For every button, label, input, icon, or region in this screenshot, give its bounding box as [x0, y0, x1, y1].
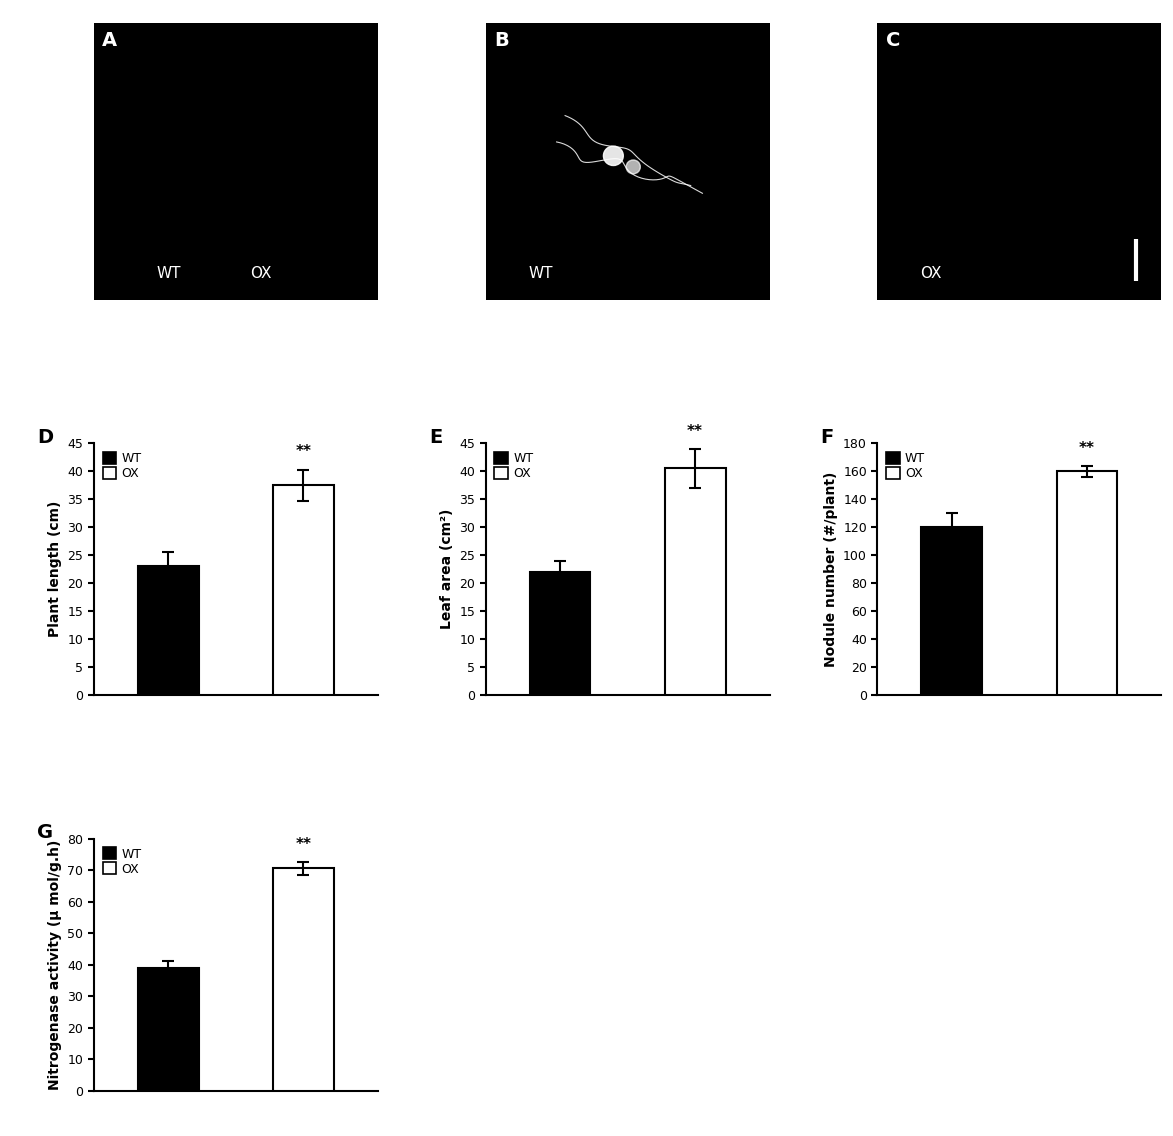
Text: E: E: [429, 428, 442, 448]
Text: **: **: [296, 837, 311, 852]
Text: WT: WT: [156, 266, 181, 281]
Bar: [1057, 471, 1118, 695]
Y-axis label: Leaf area (cm²): Leaf area (cm²): [440, 509, 454, 629]
Text: **: **: [1079, 441, 1094, 456]
Legend: WT, OX: WT, OX: [97, 446, 147, 485]
Bar: [273, 868, 334, 1091]
Text: D: D: [38, 428, 53, 448]
Bar: [137, 567, 198, 695]
Circle shape: [626, 160, 640, 174]
Text: C: C: [886, 31, 900, 50]
Text: B: B: [494, 31, 509, 50]
Y-axis label: Plant length (cm): Plant length (cm): [48, 501, 62, 637]
Text: OX: OX: [920, 266, 942, 281]
Text: WT: WT: [528, 266, 552, 281]
Legend: WT, OX: WT, OX: [489, 446, 538, 485]
Y-axis label: Nodule number (#/plant): Nodule number (#/plant): [823, 471, 838, 667]
Bar: [921, 527, 982, 695]
Text: G: G: [38, 824, 53, 843]
Legend: WT, OX: WT, OX: [881, 446, 930, 485]
Text: A: A: [102, 31, 117, 50]
Text: **: **: [296, 444, 311, 459]
Bar: [273, 485, 334, 695]
Y-axis label: Nitrogenase activity (μ mol/g.h): Nitrogenase activity (μ mol/g.h): [48, 840, 62, 1089]
Circle shape: [603, 147, 623, 166]
Bar: [665, 468, 726, 695]
Legend: WT, OX: WT, OX: [97, 842, 147, 880]
Text: OX: OX: [250, 266, 271, 281]
Text: **: **: [687, 424, 703, 438]
Bar: [137, 968, 198, 1091]
Bar: [529, 573, 590, 695]
Text: F: F: [821, 428, 834, 448]
